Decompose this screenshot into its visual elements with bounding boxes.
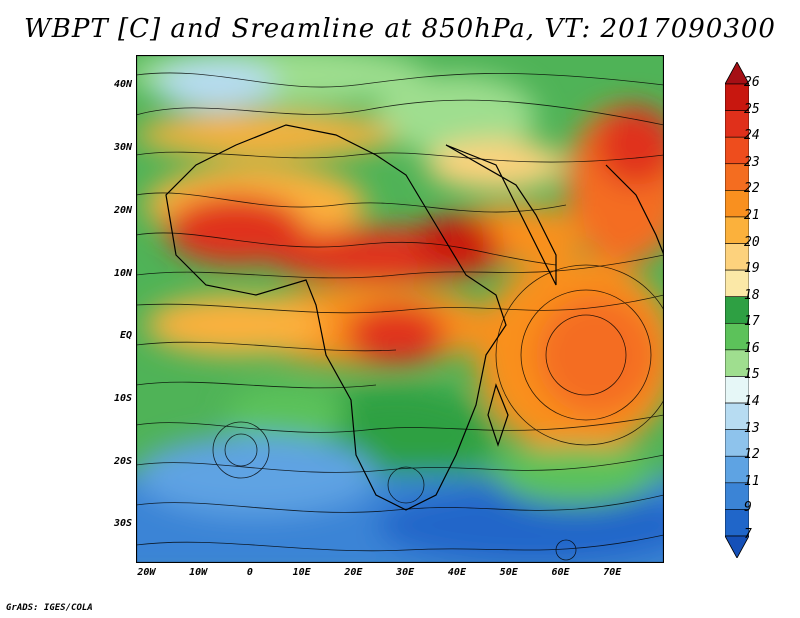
- lon-tick-label: 20E: [344, 567, 363, 578]
- lat-tick-label: 10S: [113, 392, 132, 404]
- colorbar-level-label: 17: [744, 314, 760, 330]
- colorbar-level-label: 19: [744, 261, 760, 277]
- lon-tick-label: 0: [246, 567, 253, 578]
- colorbar-level-label: 16: [744, 340, 760, 356]
- colorbar-level-label: 11: [744, 473, 760, 489]
- lon-tick-label: 70E: [603, 567, 622, 578]
- colorbar-level-label: 9: [744, 500, 752, 516]
- lat-tick-label: 10N: [113, 267, 132, 279]
- colorbar-level-label: 20: [744, 234, 760, 250]
- lon-tick-label: 20W: [137, 567, 156, 578]
- colorbar-level-label: 14: [744, 394, 760, 410]
- colorbar-bin: [725, 429, 749, 457]
- lat-tick-label: 40N: [113, 79, 132, 91]
- colorbar-level-label: 15: [744, 367, 760, 383]
- lon-tick-label: 50E: [499, 567, 518, 578]
- lat-tick-label: 20N: [113, 204, 132, 216]
- colorbar-level-label: 21: [744, 207, 760, 223]
- streamlines: [136, 72, 664, 561]
- colorbar-bin: [725, 269, 749, 298]
- lat-tick-label: EQ: [119, 330, 132, 342]
- lon-tick-label: 40E: [447, 567, 466, 578]
- colorbar-min-triangle: [725, 535, 749, 558]
- lat-tick-label: 30N: [113, 142, 132, 154]
- colorbar-level-label: 13: [744, 420, 760, 436]
- colorbar-bin: [725, 509, 749, 537]
- colorbar-bin: [725, 136, 749, 165]
- colorbar-level-label: 25: [744, 101, 760, 117]
- colorbar-bin: [725, 455, 749, 484]
- coastlines: [165, 124, 664, 511]
- colorbar-bin: [725, 190, 749, 218]
- colorbar-level-label: 24: [744, 128, 760, 144]
- colorbar-level-label: 22: [744, 181, 760, 197]
- lon-tick-label: 60E: [551, 567, 570, 578]
- colorbar-level-label: 12: [744, 447, 760, 463]
- credit-text: GrADS: IGES/COLA: [6, 603, 93, 613]
- map-plot-area: [136, 55, 664, 563]
- colorbar-level-label: 18: [744, 287, 760, 303]
- lon-tick-label: 10W: [189, 567, 208, 578]
- colorbar: [725, 62, 749, 558]
- lon-tick-label: 10E: [292, 567, 311, 578]
- lon-tick-label: 30E: [396, 567, 415, 578]
- map-title: WBPT [C] and Sreamline at 850hPa, VT: 20…: [24, 14, 776, 44]
- map-frame: [136, 55, 664, 563]
- colorbar-level-label: 7: [744, 527, 752, 542]
- wbpt-field: [136, 55, 664, 563]
- lat-tick-label: 30S: [113, 518, 132, 530]
- lat-tick-label: 20S: [113, 455, 132, 467]
- colorbar-level-label: 26: [744, 75, 760, 90]
- colorbar-bin: [725, 243, 749, 271]
- colorbar-bin: [725, 216, 749, 244]
- colorbar-level-label: 23: [744, 154, 760, 170]
- colorbar-bin: [725, 296, 749, 324]
- colorbar-bin: [725, 349, 749, 377]
